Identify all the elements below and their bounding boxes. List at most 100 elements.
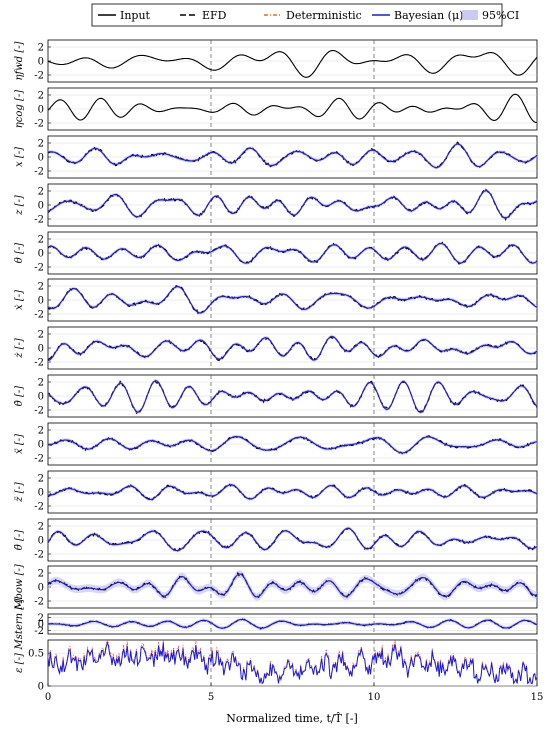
y-tick-label: 2 xyxy=(38,139,44,150)
legend-symbol xyxy=(462,10,478,20)
y-tick-label: -2 xyxy=(34,119,44,130)
y-tick-label: 0 xyxy=(38,296,44,307)
panel: 2 0 -2 z [-] xyxy=(14,183,538,227)
series-bayesian xyxy=(48,436,537,454)
y-tick-label: 0 xyxy=(38,201,44,212)
y-tick-label: 2 xyxy=(38,474,44,485)
series-bayesian xyxy=(48,484,537,500)
y-axis-label: ε [-] xyxy=(14,653,25,673)
y-tick-label: -2 xyxy=(34,454,44,465)
legend-label: Bayesian (μ) xyxy=(394,9,463,22)
panel: 2 0 -2 ẋ [-] xyxy=(14,278,538,322)
y-axis-label: z [-] xyxy=(14,195,25,216)
x-tick-label: 0 xyxy=(45,692,51,703)
x-tick-label: 5 xyxy=(208,692,214,703)
y-tick-label: 0 xyxy=(38,344,44,355)
y-axis-label: θ̈ [-] xyxy=(14,530,25,550)
legend-label: Input xyxy=(120,9,151,22)
panel: 2 0 -2 ηfwd [-] xyxy=(14,39,538,83)
series-efd xyxy=(48,435,537,455)
y-axis-label: ẋ [-] xyxy=(14,290,25,310)
y-tick-label: -2 xyxy=(34,626,44,637)
series-bayesian xyxy=(48,380,537,413)
y-tick-label: -2 xyxy=(34,263,44,274)
x-tick-label: 15 xyxy=(531,692,544,703)
y-axis-label: ηfwd [-] xyxy=(14,41,25,80)
series-efd xyxy=(48,141,537,169)
y-tick-label: -2 xyxy=(34,167,44,178)
legend-label: Deterministic xyxy=(286,9,362,22)
y-tick-label: 2 xyxy=(38,282,44,293)
legend-box xyxy=(91,3,503,27)
y-tick-label: 2 xyxy=(38,522,44,533)
x-axis-label: Normalized time, t/T̂ [-] xyxy=(226,712,358,725)
series-bayesian xyxy=(48,335,537,362)
panel: 2 0 -2 x [-] xyxy=(14,135,538,179)
panel: 2 0 -2 Mbow [-] xyxy=(14,564,538,611)
y-tick-label: 2 xyxy=(38,378,44,389)
y-axis-label: Mbow [-] xyxy=(14,564,25,611)
y-tick-label: 2 xyxy=(38,330,44,341)
y-tick-label: -2 xyxy=(34,597,44,608)
y-axis-label: z̈ [-] xyxy=(14,482,25,503)
y-tick-label: 2 xyxy=(38,235,44,246)
y-axis-label: θ [-] xyxy=(14,243,25,263)
series-bayesian xyxy=(48,242,537,264)
y-tick-label: -2 xyxy=(34,358,44,369)
y-tick-label: -2 xyxy=(34,71,44,82)
series-bayesian xyxy=(48,527,537,552)
series-ci-band xyxy=(48,483,537,502)
series-input xyxy=(48,93,537,124)
y-tick-label: 0 xyxy=(38,392,44,403)
panel: 2 0 -2 z̈ [-] xyxy=(14,470,538,514)
y-axis-label: θ̇ [-] xyxy=(14,386,25,406)
panel: 2 0 -2 ż [-] xyxy=(14,326,538,370)
panel: 2 0 -2 θ̇ [-] xyxy=(14,374,538,418)
x-axis: 0 5 10 15 xyxy=(45,683,544,703)
y-tick-label: 0 xyxy=(38,440,44,451)
panel: 0.5 0 ε [-] xyxy=(14,639,538,693)
y-axis-label: ż [-] xyxy=(14,338,25,359)
panel: 2 0 -2 θ [-] xyxy=(14,231,538,275)
y-tick-label: 0 xyxy=(38,583,44,594)
y-tick-label: -2 xyxy=(34,310,44,321)
y-tick-label: -2 xyxy=(34,550,44,561)
y-tick-label: 2 xyxy=(38,43,44,54)
y-tick-label: 0 xyxy=(38,153,44,164)
y-tick-label: 0.5 xyxy=(28,649,44,660)
series-bayesian xyxy=(48,573,537,598)
y-tick-label: 2 xyxy=(38,569,44,580)
series-input xyxy=(48,49,537,78)
y-tick-label: 0 xyxy=(38,249,44,260)
y-axis-label: ηcog [-] xyxy=(14,90,25,128)
x-tick-label: 10 xyxy=(368,692,381,703)
y-tick-label: 2 xyxy=(38,613,44,624)
series-bayesian xyxy=(48,640,537,685)
y-tick-label: 2 xyxy=(38,187,44,198)
y-tick-label: -2 xyxy=(34,215,44,226)
legend-label: 95%CI xyxy=(482,9,519,22)
y-tick-label: 0 xyxy=(38,488,44,499)
panel: 2 0 -2 ẍ [-] xyxy=(14,422,538,466)
y-tick-label: 0 xyxy=(38,105,44,116)
y-tick-label: 2 xyxy=(38,426,44,437)
y-axis-label: ẍ [-] xyxy=(14,434,25,454)
y-tick-label: 0 xyxy=(38,536,44,547)
y-tick-label: -2 xyxy=(34,406,44,417)
series-bayesian xyxy=(48,618,537,629)
y-tick-label: 2 xyxy=(38,91,44,102)
y-tick-label: -2 xyxy=(34,502,44,513)
y-tick-label: 0 xyxy=(38,620,44,631)
legend-label: EFD xyxy=(202,9,227,22)
panel: 2 0 -2 θ̈ [-] xyxy=(14,518,538,562)
panel: 2 0 -2 ηcog [-] xyxy=(14,87,538,131)
y-axis-label: Mstern [-] xyxy=(14,598,25,650)
series-ci-band xyxy=(48,142,537,170)
y-tick-label: 0 xyxy=(38,57,44,68)
legend: Input EFD Deterministic Bayesian (μ) 95%CI xyxy=(91,3,519,27)
series-bayesian xyxy=(48,143,537,169)
y-tick-label: 0 xyxy=(38,682,44,693)
